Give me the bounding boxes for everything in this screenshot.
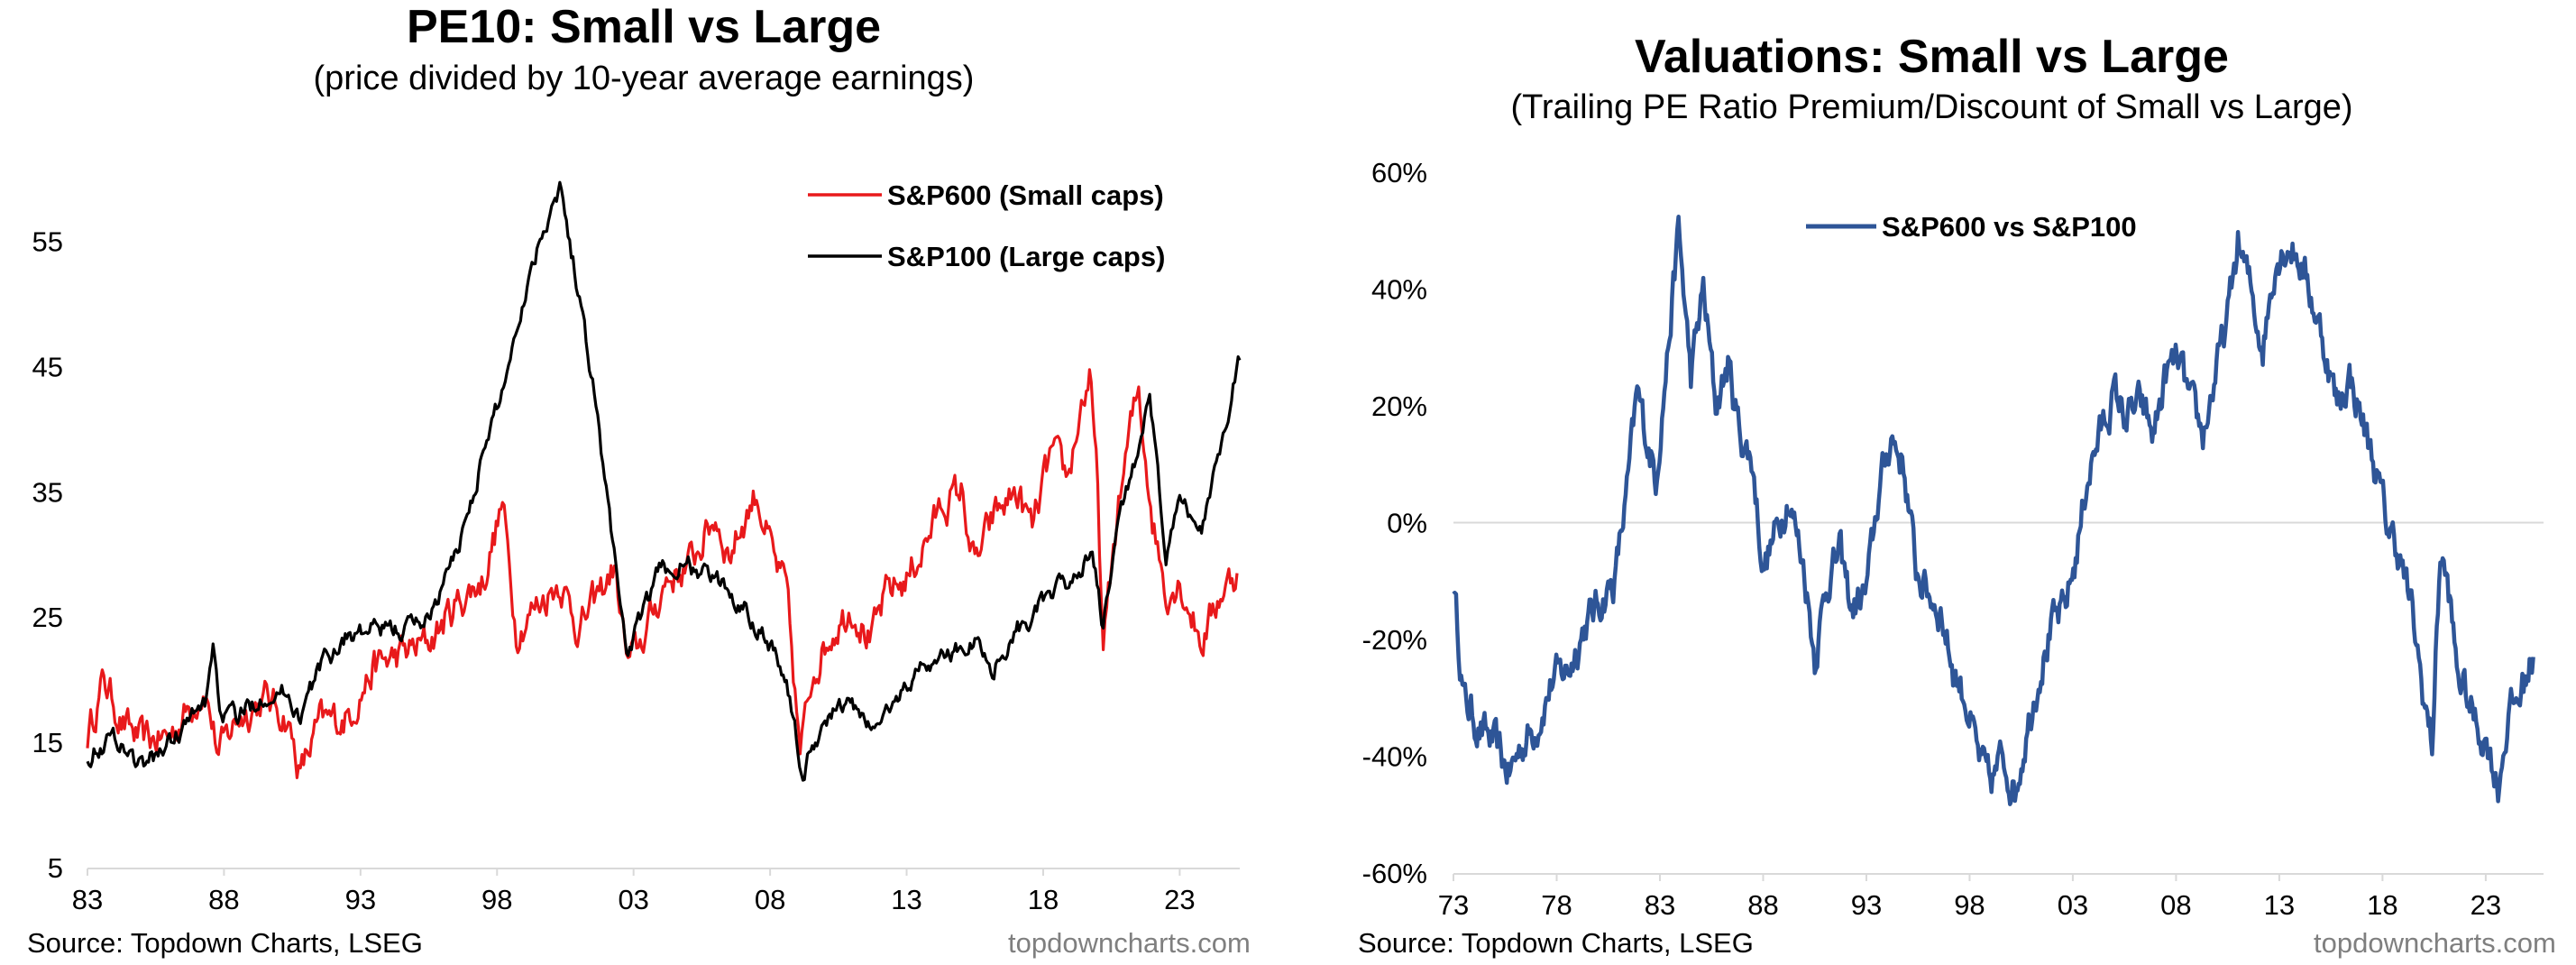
left-chart-y-tick-label: 5 [48, 852, 63, 884]
left-chart-title: PE10: Small vs Large [406, 1, 882, 53]
left-chart-x-tick-label: 18 [1028, 884, 1059, 915]
left-chart-x-tick-label: 98 [481, 884, 512, 915]
left-chart-y-tick-label: 15 [32, 727, 63, 758]
right-chart-source: Source: Topdown Charts, LSEG [1358, 927, 1754, 959]
left-chart-source: Source: Topdown Charts, LSEG [27, 927, 423, 959]
right-chart-x-tick-label: 18 [2367, 889, 2397, 921]
left-chart-series-line-1 [86, 368, 1239, 779]
left-chart-y-tick-label: 45 [32, 351, 63, 382]
left-chart-subtitle: (price divided by 10-year average earnin… [313, 60, 975, 97]
left-chart-legend-label-2: S&P100 (Large caps) [887, 241, 1165, 272]
left-chart-x-tick-label: 88 [208, 884, 239, 915]
left-chart-x-tick-label: 08 [755, 884, 785, 915]
left-chart-legend-label-1: S&P600 (Small caps) [887, 179, 1164, 211]
left-chart-x-tick-label: 93 [345, 884, 376, 915]
right-chart-x-tick-label: 03 [2058, 889, 2088, 921]
right-chart-y-tick-label: -20% [1362, 624, 1427, 656]
right-chart-title: Valuations: Small vs Large [1635, 31, 2229, 83]
left-chart-x-tick-label: 23 [1164, 884, 1195, 915]
left-chart-brand: topdowncharts.com [1008, 927, 1251, 959]
left-chart-x-tick-label: 13 [891, 884, 921, 915]
right-chart-x-tick-label: 83 [1645, 889, 1675, 921]
left-chart-x-tick-label: 83 [72, 884, 103, 915]
right-chart-legend-label-1: S&P600 vs S&P100 [1882, 211, 2137, 243]
left-chart-panel: PE10: Small vs Large (price divided by 1… [27, 1, 1251, 959]
right-chart-series-line-1 [1452, 215, 2535, 806]
left-chart-series-line-2 [86, 180, 1242, 782]
right-chart-y-tick-label: -60% [1362, 858, 1427, 889]
right-chart-x-tick-label: 78 [1541, 889, 1572, 921]
right-chart-x-tick-label: 98 [1954, 889, 1985, 921]
right-chart-x-tick-label: 93 [1851, 889, 1882, 921]
right-chart-x-tick-label: 23 [2471, 889, 2501, 921]
right-chart-x-tick-label: 73 [1438, 889, 1469, 921]
right-chart-x-tick-label: 08 [2160, 889, 2191, 921]
right-chart-y-tick-label: 0% [1387, 508, 1427, 539]
right-chart-x-tick-label: 13 [2264, 889, 2295, 921]
left-chart-x-tick-label: 03 [618, 884, 648, 915]
right-chart-y-tick-label: 60% [1371, 157, 1427, 188]
right-chart-x-tick-label: 88 [1747, 889, 1778, 921]
left-chart-y-tick-label: 25 [32, 602, 63, 633]
right-chart-subtitle: (Trailing PE Ratio Premium/Discount of S… [1510, 88, 2353, 126]
right-chart-brand: topdowncharts.com [2314, 927, 2556, 959]
right-chart-y-tick-label: -40% [1362, 741, 1427, 773]
left-chart-plot: 5 15 25 35 45 55 83 88 93 98 03 08 13 18 23 S&P600 (Sma… [32, 179, 1242, 915]
left-chart-y-tick-label: 55 [32, 225, 63, 257]
right-chart-y-tick-label: 20% [1371, 391, 1427, 422]
left-chart-y-tick-label: 35 [32, 476, 63, 508]
right-chart-y-tick-label: 40% [1371, 274, 1427, 306]
right-chart-panel: Valuations: Small vs Large (Trailing PE … [1288, 0, 2576, 965]
right-chart-plot: -60% -40% -20% 0% 20% 40% 60% 73 78 83 88 93 98 03 08 1… [1362, 157, 2544, 921]
